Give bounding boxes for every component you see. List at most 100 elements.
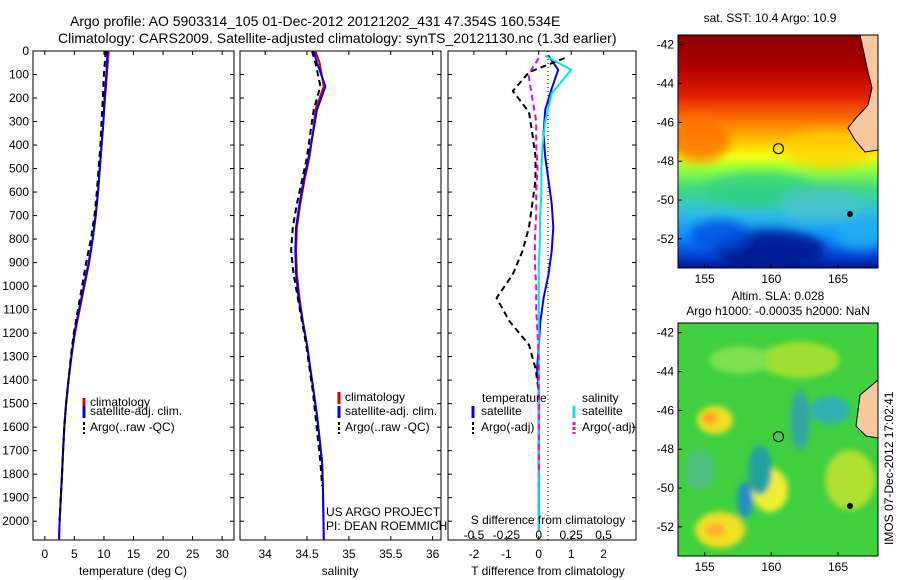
- legend-argo: Argo(..raw -QC): [90, 420, 175, 434]
- difference-x-axis: -2 -1 0 1 2: [469, 51, 607, 561]
- lon-tick-label: 165: [828, 272, 848, 286]
- sst-field: [678, 35, 878, 268]
- s-difference-label: S difference from climatology: [471, 513, 626, 527]
- depth-tick-label: 1900: [2, 491, 29, 505]
- depth-tick-label: 1400: [2, 373, 29, 387]
- temperature-plot-frame: [32, 50, 235, 541]
- s-tick-label: -0.5: [464, 528, 485, 542]
- x-tick-label: 2: [600, 547, 607, 561]
- series-line-1: [495, 57, 566, 512]
- figure-title-line1: Argo profile: AO 5903314_105 01-Dec-2012…: [70, 13, 560, 29]
- lat-tick-label: -52: [657, 520, 675, 534]
- legend-sal-satellite: satellite: [582, 404, 623, 418]
- x-tick-label: 5: [71, 547, 78, 561]
- legend-temperature-title: temperature: [482, 391, 547, 405]
- x-tick-label: 34.5: [295, 547, 319, 561]
- lon-tick-label: 165: [828, 560, 848, 574]
- x-tick-label: 34: [258, 547, 272, 561]
- difference-legend: temperature salinity satellite satellite…: [471, 391, 635, 434]
- sla-field: [678, 323, 878, 556]
- difference-panel: -2 -1 0 1 2 temperature salinity satellite s…: [447, 50, 637, 578]
- lon-tick-label: 155: [695, 272, 715, 286]
- depth-tick-label: 1300: [2, 350, 29, 364]
- lon-tick-label: 160: [761, 272, 781, 286]
- difference-series: [495, 54, 573, 531]
- depth-tick-label: 900: [9, 256, 29, 270]
- s-tick-label: 0: [535, 528, 542, 542]
- depth-tick-label: 200: [9, 91, 29, 105]
- depth-tick-label: 0: [22, 44, 29, 58]
- depth-tick-label: 1800: [2, 467, 29, 481]
- lat-tick-label: -48: [657, 442, 675, 456]
- island: [847, 503, 853, 509]
- legend-climatology: climatology: [90, 395, 150, 409]
- x-tick-label: 10: [97, 547, 111, 561]
- series-line-2: [290, 51, 324, 486]
- t-difference-label: T difference from climatology: [471, 564, 625, 578]
- x-tick-label: 1: [568, 547, 575, 561]
- temperature-x-label: temperature (deg C): [79, 564, 187, 578]
- lat-tick-label: -52: [657, 232, 675, 246]
- x-tick-label: 0: [41, 547, 48, 561]
- depth-tick-label: 1700: [2, 444, 29, 458]
- lon-tick-label: 155: [695, 560, 715, 574]
- x-tick-label: 30: [215, 547, 229, 561]
- legend-sal-argo: Argo(-adj): [582, 420, 635, 434]
- difference-depth-ticks: [448, 50, 636, 522]
- difference-plot-frame: [447, 50, 637, 541]
- legend-argo: Argo(..raw -QC): [345, 420, 430, 434]
- x-tick-label: -1: [501, 547, 512, 561]
- lat-tick-label: -46: [657, 403, 675, 417]
- s-tick-label: 0.5: [595, 528, 612, 542]
- lat-tick-label: -42: [657, 326, 675, 340]
- lat-tick-label: -48: [657, 154, 675, 168]
- temperature-panel: 0100200300400500600700800900100011001200…: [2, 44, 235, 578]
- series-line-2: [537, 54, 573, 531]
- x-tick-label: 35.5: [379, 547, 403, 561]
- legend-temp-satellite: satellite: [481, 404, 522, 418]
- depth-tick-label: 400: [9, 138, 29, 152]
- depth-tick-label: 1600: [2, 420, 29, 434]
- lat-tick-label: -46: [657, 115, 675, 129]
- salinity-x-axis: 34 34.5 35 35.5 36: [258, 51, 440, 561]
- sst-map-frame: [677, 34, 879, 269]
- project-annotation: US ARGO PROJECT: [326, 505, 441, 519]
- depth-tick-label: 100: [9, 68, 29, 82]
- depth-axis: 0 100 200 300 400 500 600 700 800 900 1000 1100 1200…: [2, 44, 234, 528]
- s-tick-label: 0.25: [559, 528, 583, 542]
- x-tick-label: 36: [426, 547, 440, 561]
- x-tick-label: 0: [535, 547, 542, 561]
- sla-map-title: Altim. SLA: 0.028: [732, 289, 825, 303]
- x-tick-label: 35: [342, 547, 356, 561]
- series-line-1: [294, 51, 327, 540]
- argo-float-marker: [772, 143, 785, 155]
- salinity-legend: climatology satellite-adj. clim. Argo(..…: [337, 390, 437, 434]
- legend-climatology: climatology: [345, 390, 405, 404]
- figure-title-line2: Climatology: CARS2009. Satellite-adjuste…: [58, 30, 616, 46]
- salinity-x-label: salinity: [322, 564, 359, 578]
- pi-annotation: PI: DEAN ROEMMICH: [326, 519, 447, 533]
- depth-tick-label: 1000: [2, 279, 29, 293]
- temperature-x-axis: 0 5 10 15 20 25 30: [41, 51, 229, 561]
- depth-tick-label: 800: [9, 232, 29, 246]
- salinity-panel: 34 34.5 35 35.5 36 climatology satellite-adj…: [239, 50, 447, 578]
- depth-tick-label: 500: [9, 162, 29, 176]
- legend-temp-argo: Argo(-adj): [481, 420, 534, 434]
- temperature-legend: climatology satellite-adj. clim. Argo(..…: [82, 395, 182, 434]
- series-line-3: [527, 57, 540, 475]
- island: [847, 211, 853, 217]
- s-difference-tick-labels: -0.5 -0.25 0 0.25 0.5: [464, 528, 613, 542]
- sla-map-frame: [677, 322, 879, 557]
- s-tick-label: -0.25: [493, 528, 521, 542]
- lat-tick-label: -50: [657, 193, 675, 207]
- sla-map-axes: 155 160 165 -42 -44 -46 -48 -50 -52: [657, 326, 849, 574]
- x-tick-label: -2: [469, 547, 480, 561]
- lat-tick-label: -44: [657, 365, 675, 379]
- land-mass: [847, 35, 878, 153]
- depth-tick-label: 1500: [2, 397, 29, 411]
- legend-salinity-title: salinity: [582, 391, 619, 405]
- x-tick-label: 25: [186, 547, 200, 561]
- lat-tick-label: -50: [657, 481, 675, 495]
- sla-map-subtitle: Argo h1000: -0.00035 h2000: NaN: [686, 304, 869, 318]
